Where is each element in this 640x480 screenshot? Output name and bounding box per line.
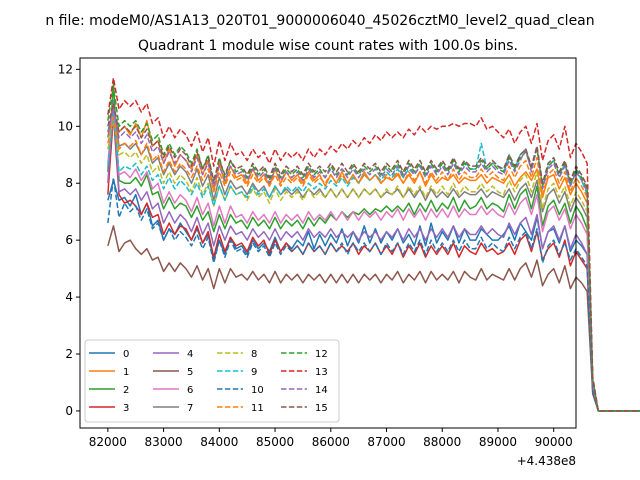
legend-label-2: 2: [123, 385, 129, 396]
legend-label-15: 15: [315, 403, 328, 414]
y-tick-label: 4: [65, 290, 73, 304]
x-axis-offset-label: +4.438e8: [517, 454, 576, 468]
legend-label-1: 1: [123, 367, 129, 378]
series-line-8: [107, 119, 640, 412]
series-line-13: [107, 77, 640, 412]
series-line-1: [107, 108, 640, 412]
y-tick-label: 2: [65, 347, 73, 361]
legend-label-5: 5: [187, 367, 193, 378]
x-tick-label: 82000: [89, 435, 127, 449]
axes-frame: [79, 57, 577, 429]
legend-box: [84, 339, 340, 423]
legend-label-14: 14: [315, 385, 328, 396]
legend-label-11: 11: [251, 403, 264, 414]
legend-label-12: 12: [315, 349, 328, 360]
legend-label-13: 13: [315, 367, 328, 378]
series-layer: [107, 77, 640, 412]
y-tick-label: 0: [65, 404, 73, 418]
y-tick-label: 10: [58, 119, 73, 133]
series-line-15: [107, 102, 640, 412]
x-tick-label: 88000: [423, 435, 461, 449]
x-tick-label: 85000: [256, 435, 294, 449]
x-tick-label: 87000: [367, 435, 405, 449]
series-line-7: [107, 99, 640, 412]
series-line-2: [107, 82, 640, 412]
x-tick-label: 90000: [535, 435, 573, 449]
figure-suptitle: n file: modeM0/AS1A13_020T01_9000006040_…: [45, 13, 594, 29]
legend-label-10: 10: [251, 385, 264, 396]
y-axis: 0 2 4 6 8 10 12: [58, 62, 80, 418]
y-tick-label: 6: [65, 233, 73, 247]
x-axis: 82000 83000 84000 85000 86000 87000 88000 89000…: [89, 428, 573, 449]
series-line-3: [107, 114, 640, 412]
series-line-10: [107, 176, 640, 412]
series-line-6: [107, 102, 640, 412]
y-tick-label: 8: [65, 176, 73, 190]
legend-label-4: 4: [187, 349, 193, 360]
x-tick-label: 84000: [200, 435, 238, 449]
legend-label-0: 0: [123, 349, 129, 360]
plot-area: [79, 57, 640, 429]
series-line-14: [107, 108, 640, 412]
series-line-4: [107, 99, 640, 412]
legend-label-7: 7: [187, 403, 193, 414]
x-tick-label: 86000: [312, 435, 350, 449]
legend-label-6: 6: [187, 385, 193, 396]
x-tick-label: 83000: [145, 435, 183, 449]
legend-label-9: 9: [251, 367, 257, 378]
y-tick-label: 12: [58, 62, 73, 76]
legend-label-3: 3: [123, 403, 129, 414]
series-line-9: [107, 114, 640, 412]
series-line-11: [107, 117, 640, 412]
legend-label-8: 8: [251, 349, 257, 360]
x-tick-label: 89000: [479, 435, 517, 449]
chart-title: Quadrant 1 module wise count rates with …: [138, 38, 518, 54]
series-line-12: [107, 85, 640, 412]
series-line-5: [107, 225, 640, 412]
